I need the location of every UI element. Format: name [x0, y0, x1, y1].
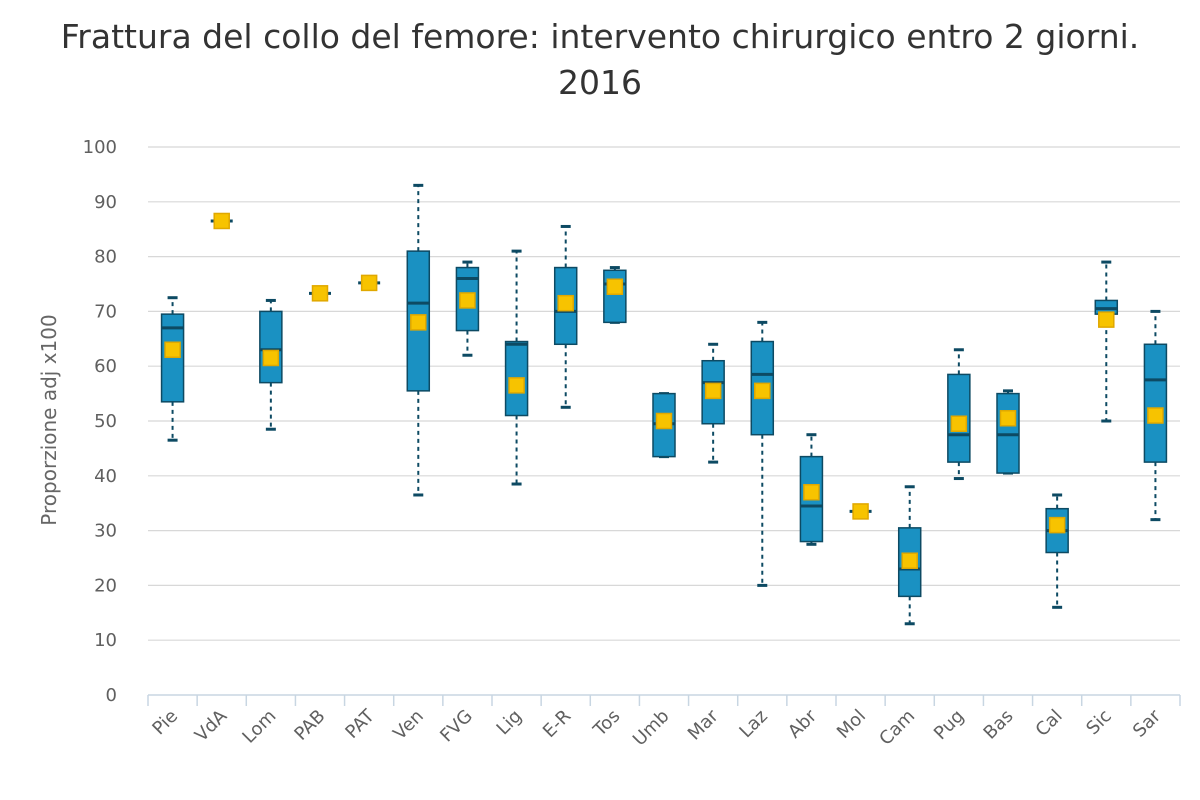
y-tick-label-60: 60 [94, 356, 117, 377]
box-group-Bas [996, 389, 1020, 475]
y-tick-label-20: 20 [94, 575, 117, 596]
mean-marker-Lom [262, 349, 280, 367]
mean-marker-Mol [852, 503, 869, 520]
box-layer [160, 183, 1168, 626]
box-group-Cam [897, 485, 922, 626]
mean-marker-Tos [606, 278, 624, 295]
box-group-Mar [701, 342, 725, 464]
box-group-FVG [455, 260, 480, 357]
box-Tos [603, 269, 627, 324]
x-tick-label-Umb: Umb [629, 706, 674, 751]
mean-marker-Cam [901, 552, 918, 569]
y-tick-label-40: 40 [94, 466, 117, 487]
x-tick-label-Laz: Laz [735, 706, 771, 742]
box-group-Pug [947, 348, 971, 481]
x-tick-label-Cal: Cal [1032, 706, 1067, 741]
chart-title: Frattura del collo del femore: intervent… [60, 17, 1140, 102]
box-group-Laz [750, 320, 775, 587]
mean-marker-Laz [754, 382, 771, 400]
mean-marker-Bas [999, 410, 1017, 427]
mean-marker-Cal [1048, 516, 1066, 534]
mean-marker-Abr [803, 483, 820, 501]
box-Sar [1143, 343, 1168, 463]
x-tick-label-VdA: VdA [191, 705, 232, 746]
x-tick-label-Pug: Pug [930, 706, 968, 744]
box-group-Pie [160, 296, 185, 442]
y-tick-label-50: 50 [94, 411, 117, 432]
x-tick-label-Lig: Lig [493, 706, 527, 740]
y-tick-label-0: 0 [106, 685, 117, 706]
x-tick-label-Cam: Cam [875, 706, 919, 750]
box-group-Sic [1094, 260, 1119, 423]
y-axis-title: Proporzione adj x100 [37, 314, 61, 525]
box-group-VdA [210, 212, 233, 230]
mean-marker-Ven [410, 314, 427, 331]
grid-layer [148, 146, 1180, 641]
x-tick-label-Pie: Pie [148, 706, 182, 740]
x-tick-label-Abr: Abr [784, 705, 821, 742]
box-group-Lom [259, 298, 283, 431]
mean-marker-VdA [213, 212, 230, 230]
box-group-Mol [849, 503, 872, 520]
x-tick-label-Tos: Tos [589, 706, 625, 742]
box-group-Sar [1143, 309, 1168, 522]
mean-marker-E-R [557, 294, 574, 312]
y-tick-label-30: 30 [94, 521, 117, 542]
box-group-Tos [603, 266, 627, 324]
mean-marker-PAT [360, 274, 378, 292]
mean-marker-Pie [164, 341, 181, 359]
box-group-Umb [652, 392, 676, 459]
y-tick-label-80: 80 [94, 247, 117, 268]
box-group-Cal [1045, 493, 1069, 609]
x-tick-label-E-R: E-R [539, 706, 575, 742]
box-group-Abr [799, 433, 824, 546]
mean-marker-PAB [311, 285, 329, 302]
mean-marker-Mar [704, 382, 722, 400]
x-tick-label-Mol: Mol [833, 706, 870, 743]
mean-marker-Sar [1147, 407, 1164, 424]
box-group-E-R [553, 224, 578, 409]
x-tick-label-PAB: PAB [290, 706, 329, 745]
y-tick-label-100: 100 [83, 137, 117, 158]
mean-marker-Umb [655, 412, 673, 430]
x-tick-label-Mar: Mar [684, 705, 723, 744]
y-tick-label-10: 10 [94, 630, 117, 651]
x-tick-label-PAT: PAT [341, 705, 379, 743]
mean-marker-FVG [459, 292, 476, 309]
mean-marker-Pug [950, 415, 968, 432]
mean-marker-Sic [1098, 311, 1115, 328]
x-tick-label-Lom: Lom [238, 706, 280, 748]
box-Lom [259, 310, 283, 384]
x-tick-label-Sar: Sar [1129, 705, 1165, 741]
x-tick-label-Sic: Sic [1082, 706, 1115, 739]
box-group-PAB [309, 285, 331, 302]
y-tick-label-70: 70 [94, 301, 117, 322]
x-tick-label-Bas: Bas [980, 706, 1018, 744]
x-tick-label-FVG: FVG [436, 706, 477, 747]
box-group-PAT [358, 274, 381, 292]
x-tick-label-Ven: Ven [389, 706, 427, 744]
box-group-Ven [406, 183, 431, 497]
y-tick-label-90: 90 [94, 192, 117, 213]
box-group-Lig [504, 249, 529, 486]
mean-marker-Lig [508, 377, 525, 394]
